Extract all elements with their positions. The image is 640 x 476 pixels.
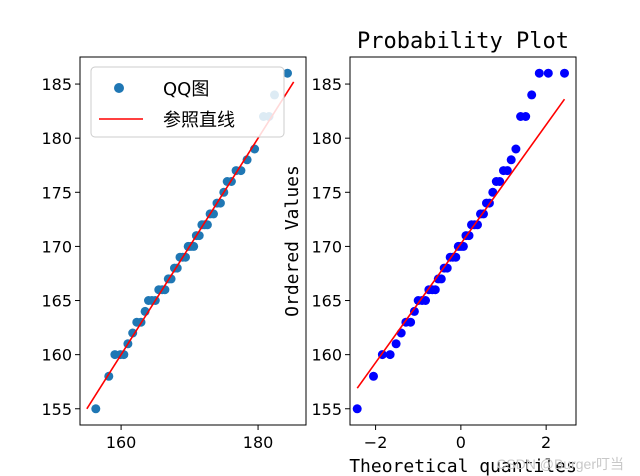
left-y-tick-label: 170 — [41, 237, 72, 256]
right-reference-line — [356, 98, 566, 389]
right-data-point — [409, 306, 419, 316]
left-x-tick-label: 180 — [243, 433, 274, 452]
right-y-axis-label: Ordered Values — [282, 165, 303, 317]
right-data-point — [560, 68, 569, 78]
right-data-point — [543, 68, 553, 78]
right-y-tick-label: 155 — [311, 400, 342, 419]
right-data-point — [464, 231, 474, 241]
left-data-point — [189, 241, 199, 251]
right-data-point — [436, 274, 446, 284]
left-y-tick-label: 165 — [41, 292, 72, 311]
right-y-tick-label: 175 — [311, 183, 342, 202]
right-data-point — [406, 317, 416, 327]
left-axes-frame — [79, 56, 307, 426]
left-y-tick-label: 155 — [41, 400, 72, 419]
right-data-point — [391, 339, 401, 349]
right-x-tick-label: 2 — [541, 433, 551, 452]
left-y-tick-label: 185 — [41, 75, 72, 94]
right-y-tick-label: 180 — [311, 129, 342, 148]
left-y-tick-label: 180 — [41, 129, 72, 148]
right-data-point — [421, 296, 430, 305]
right-chart-title: Probability Plot — [357, 29, 569, 54]
legend-label: 参照直线 — [163, 110, 235, 131]
left-data-point — [160, 285, 170, 295]
right-data-point — [534, 68, 544, 78]
watermark: CSDN @Burger叮当 — [496, 456, 624, 472]
right-data-point — [369, 371, 378, 381]
legend-marker-points — [114, 83, 124, 93]
right-x-axis-label: Theoretical quantiles — [349, 456, 577, 476]
right-data-point — [527, 90, 537, 100]
right-axes-frame — [349, 56, 577, 426]
right-data-point — [502, 166, 512, 176]
right-data-point — [396, 328, 406, 338]
right-axes: Probability Plot Theoretical quantiles O… — [282, 29, 577, 476]
right-y-tick-label: 165 — [311, 292, 342, 311]
right-data-point — [495, 177, 505, 186]
left-data-point — [119, 350, 129, 360]
right-data-point — [506, 155, 516, 165]
right-x-tick-label: −2 — [364, 433, 388, 452]
left-data-point — [202, 220, 212, 230]
right-y-tick-label: 160 — [311, 346, 342, 365]
right-data-point — [488, 187, 498, 197]
left-data-point — [166, 274, 176, 284]
left-data-point — [242, 155, 252, 165]
right-data-point — [511, 144, 521, 154]
left-y-tick-label: 175 — [41, 183, 72, 202]
left-data-point — [91, 404, 101, 414]
legend-label: QQ图 — [163, 79, 209, 100]
left-data-point — [283, 68, 292, 78]
right-data-point — [430, 285, 440, 295]
right-data-point — [521, 112, 531, 121]
right-x-tick-label: 0 — [456, 433, 466, 452]
right-data-point — [385, 350, 395, 360]
left-y-tick-label: 160 — [41, 346, 72, 365]
left-x-tick-label: 160 — [106, 433, 137, 452]
right-y-tick-label: 185 — [311, 75, 342, 94]
left-data-point — [128, 328, 138, 338]
right-data-point — [352, 404, 362, 414]
right-y-tick-label: 170 — [311, 237, 342, 256]
